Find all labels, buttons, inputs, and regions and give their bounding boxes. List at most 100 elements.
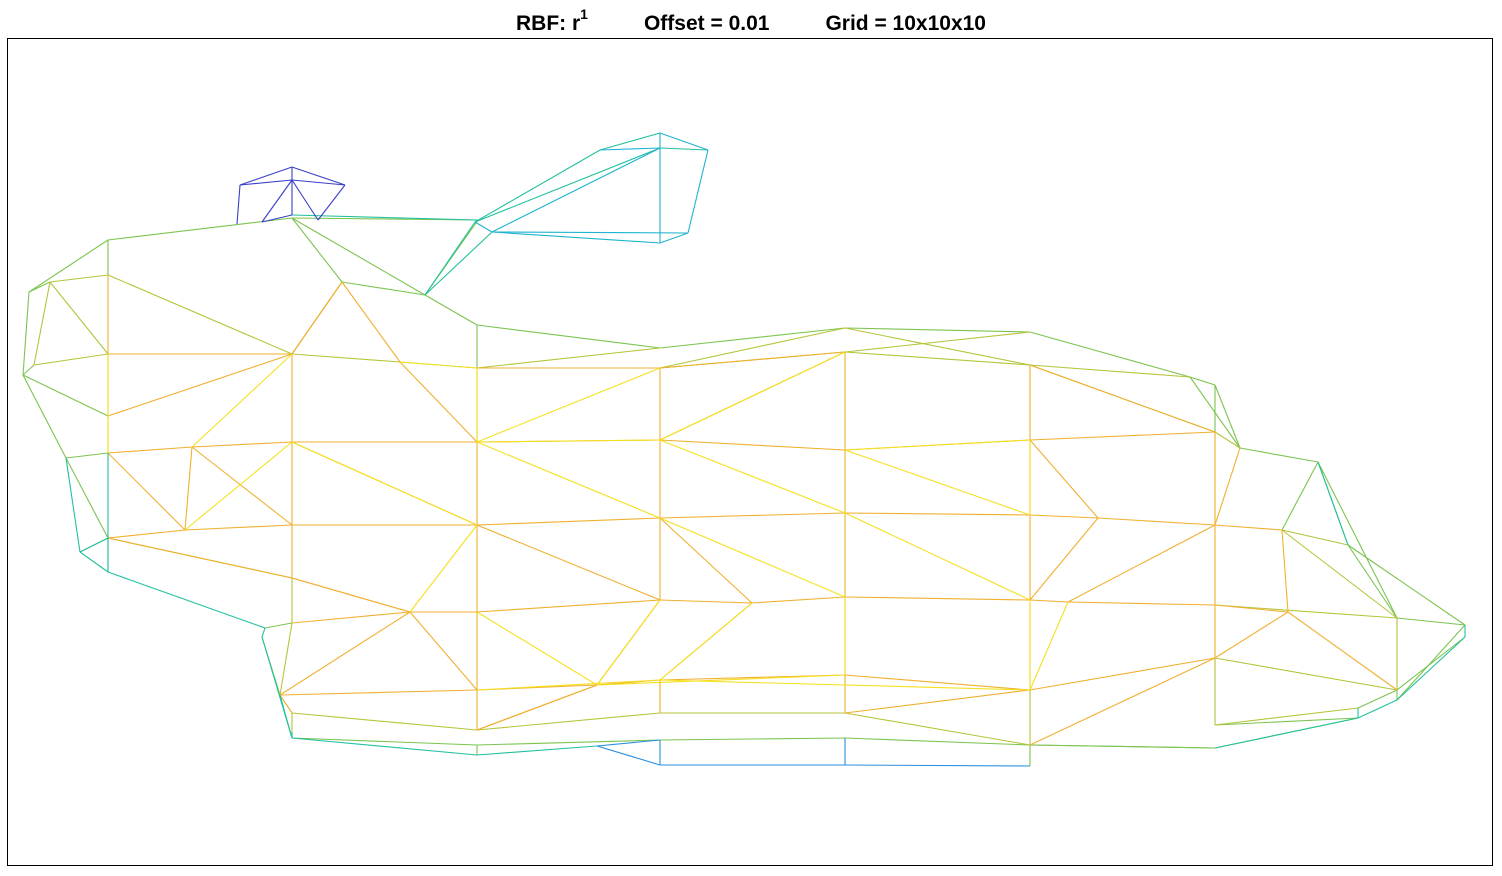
mesh-edge [599, 147, 661, 151]
mesh-edge [476, 367, 661, 443]
mesh-edge [1067, 601, 1216, 606]
mesh-edge [239, 166, 293, 186]
grid-title: Grid = 10x10x10 [825, 12, 986, 35]
mesh-edge [1029, 364, 1216, 433]
mesh-edge [659, 351, 846, 369]
mesh-edge [107, 217, 293, 241]
mesh-edge [1214, 447, 1241, 526]
mesh-edges-teal [65, 132, 1466, 756]
mesh-edge [1029, 331, 1191, 378]
mesh-edge [1067, 524, 1216, 603]
mesh-edge [1396, 624, 1466, 701]
mesh-edge [291, 214, 479, 221]
mesh-edge [1214, 431, 1241, 449]
mesh-edge [28, 239, 109, 293]
mesh-edge [1396, 636, 1466, 701]
mesh-edge [1317, 461, 1398, 619]
mesh-edge [659, 599, 753, 604]
mesh-edge [1029, 431, 1216, 441]
mesh-edge [107, 446, 193, 454]
mesh-edge [659, 517, 753, 604]
mesh-edge [844, 327, 1031, 366]
mesh-edge [291, 712, 478, 731]
mesh-edge [1281, 529, 1289, 613]
mesh-edge [291, 441, 478, 526]
mesh-edge [1029, 364, 1191, 378]
mesh-edge [291, 281, 343, 355]
mesh-edge [65, 452, 109, 459]
mesh-edge [399, 361, 478, 443]
mesh-edge [107, 529, 186, 539]
mesh-edge [844, 512, 1031, 516]
mesh-edge [491, 231, 689, 234]
mesh-edge [291, 611, 411, 624]
mesh-edge [191, 353, 293, 448]
mesh-edge [476, 712, 661, 731]
mesh-edge [1239, 447, 1319, 463]
figure-title: RBF: r1 Offset = 0.01 Grid = 10x10x10 [0, 2, 1502, 36]
mesh-edge [65, 457, 109, 539]
mesh-edge [1317, 461, 1349, 546]
mesh-edge [341, 281, 426, 296]
mesh-edge [79, 551, 109, 573]
mesh-edge [476, 324, 661, 349]
mesh-edge [191, 441, 293, 448]
mesh-edge [22, 364, 35, 376]
mesh-edge [79, 537, 109, 553]
mesh-edge [844, 351, 1031, 366]
mesh-edge [474, 221, 493, 233]
mesh-edge [476, 439, 661, 443]
mesh-edge [107, 537, 293, 579]
mesh-edge [291, 179, 319, 221]
mesh-edges-yellow-green [33, 274, 1398, 746]
mesh-edges-green [22, 217, 1466, 766]
mesh-edge [844, 737, 1031, 746]
mesh-edge [33, 353, 109, 366]
mesh-edge [261, 179, 293, 223]
mesh-edge [1281, 529, 1398, 619]
mesh-edge [1029, 517, 1099, 601]
mesh-edge [659, 351, 846, 441]
plot-axes-box [7, 38, 1493, 866]
mesh-edge [424, 294, 478, 326]
mesh-edge [291, 737, 478, 756]
mesh-edge [261, 627, 266, 638]
mesh-edge [596, 599, 661, 686]
mesh-edge [424, 231, 493, 296]
mesh-edge [844, 674, 1031, 691]
mesh-edge [22, 291, 30, 376]
rbf-label: RBF: r [516, 12, 581, 35]
mesh-edge [687, 149, 709, 234]
mesh-edge [191, 446, 293, 526]
mesh-edge [751, 596, 846, 604]
mesh-edge [1214, 524, 1283, 531]
mesh-edge [1214, 657, 1398, 691]
mesh-edge [659, 327, 846, 349]
mesh-edge [279, 694, 293, 739]
mesh-edge [1029, 514, 1099, 519]
mesh-edge [476, 739, 661, 746]
mesh-edge [291, 179, 346, 186]
mesh-edge [659, 132, 709, 151]
mesh-edge [1287, 611, 1398, 691]
mesh-edge [236, 184, 241, 225]
mesh-edge [476, 347, 661, 369]
mesh-edge [844, 764, 1031, 767]
mesh-edge [261, 214, 293, 223]
mesh-edge [659, 327, 846, 369]
mesh-edge [844, 712, 1031, 746]
mesh-edge [1281, 529, 1349, 546]
mesh-edge [596, 739, 661, 747]
mesh-edge [659, 679, 1031, 691]
mesh-edge [596, 674, 846, 686]
mesh-edge [659, 439, 846, 514]
mesh-edge [844, 596, 1031, 601]
mesh-edge [279, 694, 293, 714]
mesh-edge [341, 281, 401, 363]
mesh-edge [291, 166, 346, 186]
mesh-edge [844, 331, 1031, 353]
mesh-edge [844, 439, 1031, 451]
rbf-title: RBF: r1 [516, 6, 588, 36]
mesh-edge [291, 217, 343, 283]
mesh-edge [107, 571, 266, 629]
